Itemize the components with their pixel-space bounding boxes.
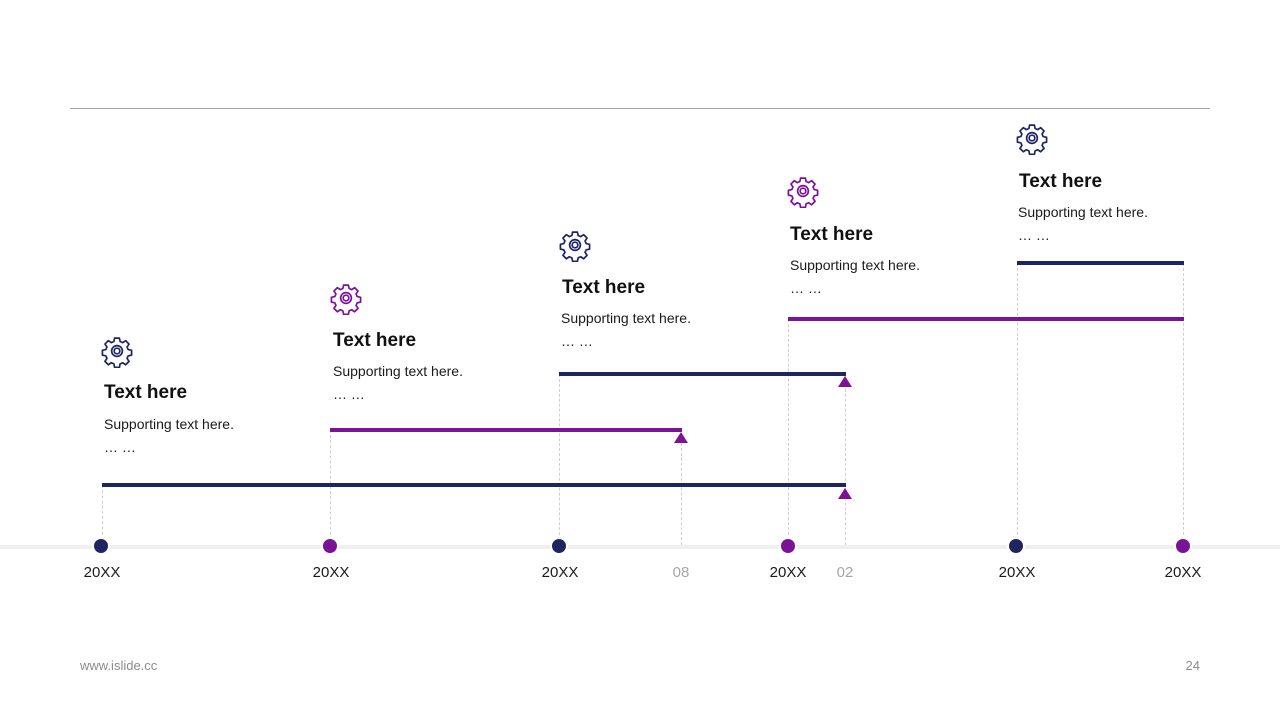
footer-url[interactable]: www.islide.cc (80, 658, 158, 673)
axis-label: 08 (672, 564, 690, 581)
axis-label: 20XX (769, 564, 807, 581)
gear-icon (558, 228, 592, 262)
milestone-ellipsis: … … (104, 439, 136, 455)
page-number: 24 (1185, 658, 1200, 673)
milestone-title: Text here (104, 382, 188, 403)
milestone-ellipsis: … … (790, 280, 822, 296)
axis-label: 20XX (541, 564, 579, 581)
milestone-ellipsis: … … (333, 386, 365, 402)
duration-bar-4 (788, 317, 1184, 321)
end-marker-triangle (838, 488, 852, 499)
guide-line (681, 443, 682, 545)
top-divider (70, 108, 1210, 109)
duration-bar-3 (559, 372, 846, 376)
milestone-ellipsis: … … (561, 333, 593, 349)
timeline-dot (1174, 537, 1192, 555)
axis-label: 20XX (312, 564, 350, 581)
axis-label: 20XX (83, 564, 121, 581)
guide-line (1183, 263, 1184, 545)
guide-line (845, 374, 846, 545)
guide-line (102, 485, 103, 545)
milestone-supporting-text: Supporting text here. (561, 310, 691, 326)
milestone-supporting-text: Supporting text here. (333, 363, 463, 379)
axis-label: 02 (836, 564, 854, 581)
timeline-dot (1007, 537, 1025, 555)
gear-icon (1015, 121, 1049, 155)
duration-bar-2 (330, 428, 682, 432)
timeline-dot (92, 537, 110, 555)
axis-label: 20XX (1164, 564, 1202, 581)
milestone-supporting-text: Supporting text here. (1018, 204, 1148, 220)
gear-icon (786, 174, 820, 208)
guide-line (1017, 263, 1018, 545)
timeline-dot (321, 537, 339, 555)
guide-line (559, 374, 560, 545)
guide-line (788, 319, 789, 545)
milestone-title: Text here (1019, 171, 1103, 192)
gear-icon (329, 281, 363, 315)
milestone-supporting-text: Supporting text here. (790, 257, 920, 273)
end-marker-triangle (838, 376, 852, 387)
milestone-title: Text here (790, 224, 874, 245)
timeline-axis (0, 545, 1280, 549)
axis-label: 20XX (998, 564, 1036, 581)
milestone-title: Text here (333, 330, 417, 351)
milestone-supporting-text: Supporting text here. (104, 416, 234, 432)
milestone-title: Text here (562, 277, 646, 298)
guide-line (330, 430, 331, 545)
duration-bar-5 (1017, 261, 1184, 265)
milestone-ellipsis: … … (1018, 227, 1050, 243)
timeline-dot (550, 537, 568, 555)
gear-icon (100, 334, 134, 368)
timeline-dot (779, 537, 797, 555)
end-marker-triangle (674, 432, 688, 443)
duration-bar-1 (102, 483, 846, 487)
